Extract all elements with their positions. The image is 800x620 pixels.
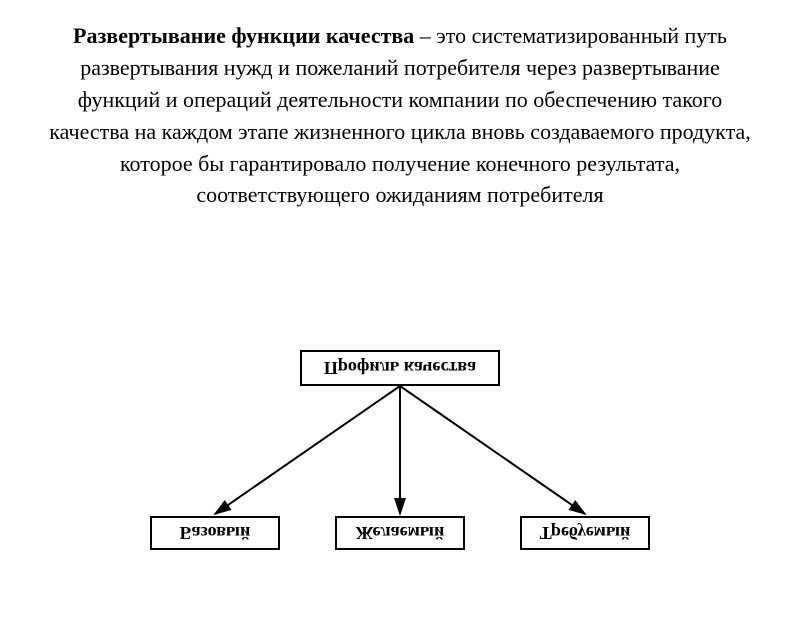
definition-body: – это систематизированный путь развертыв… (49, 23, 750, 207)
diagram-child-box: Базовый (150, 516, 280, 550)
definition-title: Развертывание функции качества (73, 23, 414, 48)
diagram-root-box: Профиль качества (300, 350, 500, 386)
definition-paragraph: Развертывание функции качества – это сис… (40, 20, 760, 211)
diagram-child-box: Желаемый (335, 516, 465, 550)
diagram-child-box: Требуемый (520, 516, 650, 550)
quality-profile-diagram: Профиль качества Базовый Желаемый Требуемы… (120, 350, 680, 550)
